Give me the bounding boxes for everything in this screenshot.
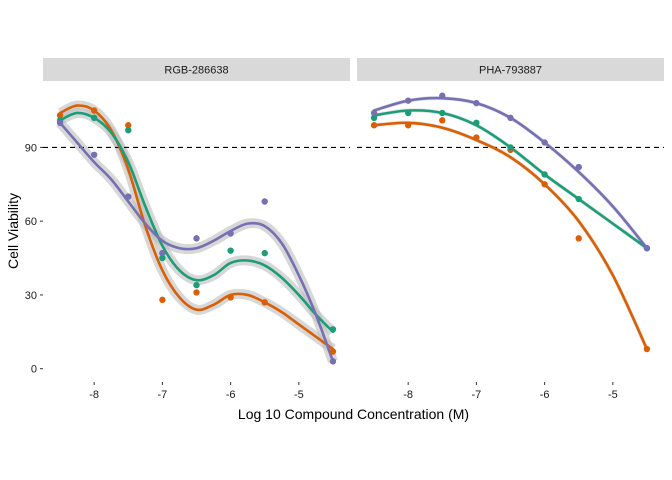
data-point [507,144,514,151]
data-point [507,114,514,122]
data-point [370,114,378,122]
x-axis-ticks: -8 -7 -6 -5 [403,382,618,401]
data-point [227,230,234,237]
strip-background [357,58,664,81]
data-point [90,114,98,122]
data-point [473,119,480,127]
panel-title: PHA-793887 [479,65,542,77]
data-point [193,281,200,289]
x-tick-label: -8 [89,389,99,401]
y-axis-title: Cell Viability [5,193,21,269]
x-tick-label: -8 [403,389,413,401]
panel-rgb-286638: RGB-286638 -8 -7 -6 -5 [43,58,350,401]
x-tick-label: -6 [540,389,550,401]
fit-curves [58,104,335,363]
data-point [90,151,98,158]
data-point [473,134,480,141]
data-point [125,122,132,129]
data-point [404,97,412,104]
data-point [643,245,651,252]
data-point [125,193,132,200]
data-point [56,119,64,127]
data-point [90,107,98,114]
data-point [227,294,234,301]
data-point [541,139,548,146]
panel-title: RGB-286638 [164,65,228,77]
data-point [575,163,582,171]
fit-curves [372,96,649,351]
data-point [159,296,166,304]
x-tick-label: -5 [608,389,618,401]
data-point [439,117,446,124]
strip-background [43,58,350,81]
data-point [261,299,268,306]
data-point [125,126,132,134]
data-point [473,99,480,107]
confidence-bands [56,100,338,364]
data-point [541,171,548,178]
data-point [261,198,268,205]
data-point [575,195,582,203]
fit-line-series-1 [58,104,335,351]
data-point [541,181,548,188]
fit-line-series-3 [58,121,335,363]
data-point [329,348,337,355]
data-point [370,122,378,129]
data-point [329,358,337,365]
y-tick-label: 30 [25,290,37,302]
x-axis-title: Log 10 Compound Concentration (M) [238,406,469,422]
data-points [56,107,337,365]
data-point [227,247,234,254]
data-points [370,92,651,353]
data-point [193,235,200,242]
data-point [56,112,64,119]
data-point [159,249,166,257]
fit-line-series-2 [372,109,649,250]
y-tick-label: 90 [25,142,37,154]
y-tick-label: 0 [31,364,37,376]
y-tick-label: 60 [25,216,37,228]
data-point [643,345,651,353]
x-axis-ticks: -8 -7 -6 -5 [89,382,304,401]
x-tick-label: -7 [157,389,167,401]
fit-line-series-2 [58,111,335,334]
x-tick-label: -5 [294,389,304,401]
data-point [159,254,166,262]
x-tick-label: -7 [471,389,481,401]
data-point [404,122,412,129]
data-point [329,326,337,333]
data-point [439,92,446,99]
confidence-bands [373,96,649,350]
x-tick-label: -6 [226,389,236,401]
fit-line-series-1 [372,121,649,351]
confidence-band-series-2 [58,107,337,336]
data-point [575,235,582,242]
confidence-band-series-2 [373,108,649,250]
data-point [370,109,378,117]
data-point [439,109,446,117]
data-point [261,249,268,257]
data-point [404,109,412,117]
confidence-band-series-1 [58,100,336,354]
confidence-band-series-1 [373,120,649,350]
data-point [193,289,200,296]
y-axis-ticks: 0 30 60 90 [25,142,43,376]
panel-pha-793887: PHA-793887 -8 -7 -6 -5 [357,58,664,401]
